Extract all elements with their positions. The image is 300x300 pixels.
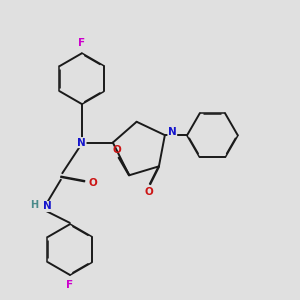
Text: N: N xyxy=(43,202,52,212)
Text: O: O xyxy=(113,145,122,155)
Text: F: F xyxy=(66,280,73,290)
Text: N: N xyxy=(168,127,177,137)
Text: O: O xyxy=(144,187,153,196)
Text: N: N xyxy=(77,138,86,148)
Text: F: F xyxy=(78,38,85,48)
Text: O: O xyxy=(88,178,97,188)
Text: H: H xyxy=(31,200,39,210)
